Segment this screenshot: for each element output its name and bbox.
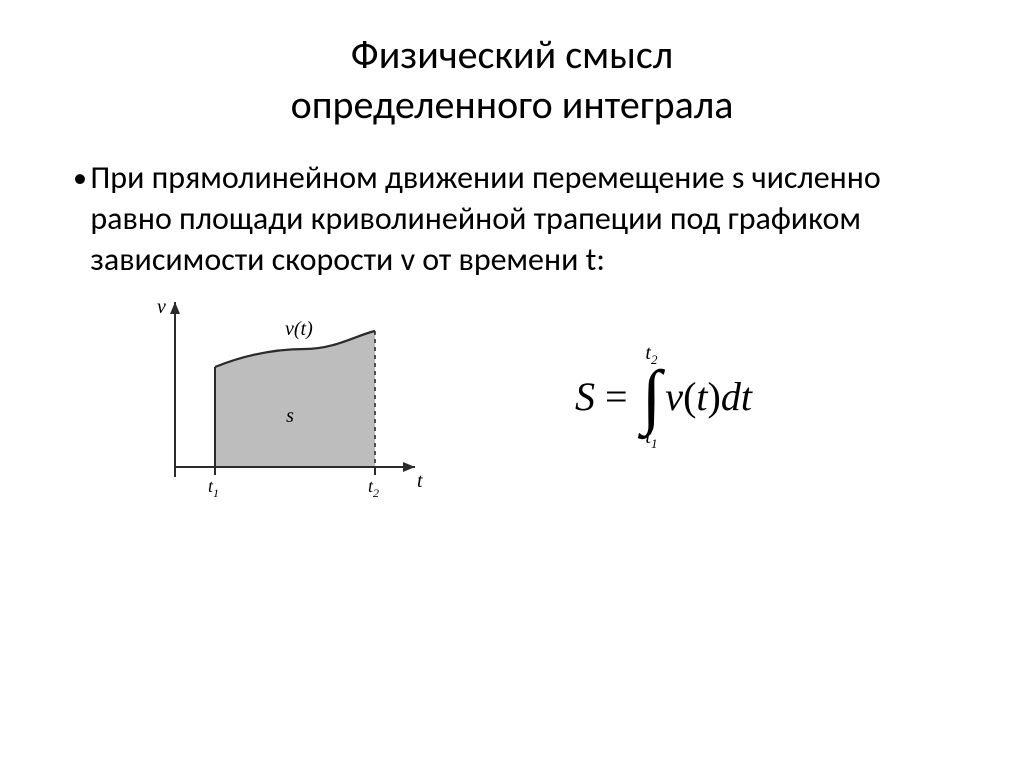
- int-lower: t1: [645, 427, 657, 450]
- t1-label: t1: [208, 476, 219, 500]
- area-label: s: [286, 405, 294, 427]
- formula-lhs: S: [575, 373, 595, 420]
- bullet-text: При прямолинейном движении перемещение s…: [90, 158, 969, 281]
- y-axis-label: v: [157, 296, 166, 318]
- bullet-icon: [73, 174, 76, 182]
- paren-close: ): [708, 373, 721, 420]
- integral-sign: t2 ∫ t1: [642, 343, 662, 450]
- integrand-v: v: [665, 373, 683, 420]
- integral-symbol-icon: ∫: [642, 364, 662, 429]
- title-line-2: определенного интеграла: [291, 80, 734, 129]
- y-arrow-icon: [170, 302, 180, 314]
- integrand-d: d: [721, 373, 741, 420]
- title-line-1: Физический смысл: [351, 30, 673, 79]
- paren-open: (: [683, 373, 696, 420]
- integrand-t2: t: [741, 373, 752, 420]
- integral-formula: S = t2 ∫ t1 v(t)dt: [575, 317, 752, 477]
- curve-label: v(t): [285, 318, 313, 340]
- slide-title: Физический смысл определенного интеграла: [55, 30, 969, 130]
- figure-row: v t v(t) s t1 t2 S = t2 ∫ t1 v(t)dt: [55, 287, 969, 507]
- equals-sign: =: [605, 373, 628, 420]
- velocity-graph: v t v(t) s t1 t2: [135, 287, 435, 507]
- bullet-block: При прямолинейном движении перемещение s…: [55, 158, 969, 281]
- x-axis-label: t: [417, 470, 423, 492]
- integrand-t: t: [696, 373, 707, 420]
- t2-label: t2: [368, 476, 379, 500]
- x-arrow-icon: [403, 462, 415, 472]
- area-fill: [215, 331, 375, 467]
